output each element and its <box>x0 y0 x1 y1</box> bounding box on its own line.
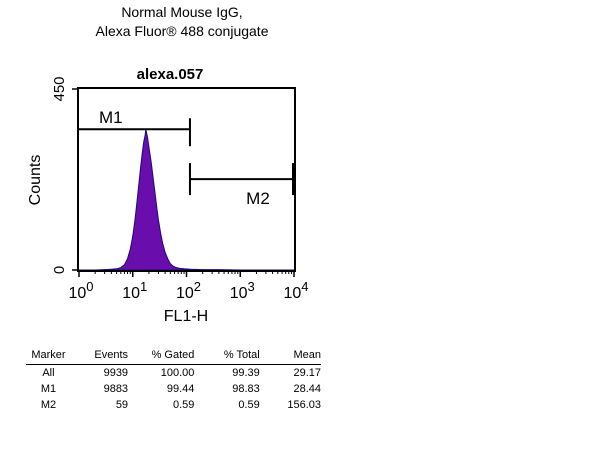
x-tick-label: 100 <box>68 279 93 302</box>
stats-row-m1: M1 9883 99.44 98.83 28.44 <box>26 381 321 397</box>
marker-m1: M1 <box>79 108 191 147</box>
stats-header-pct-gated: % Gated <box>128 349 195 365</box>
stats-cell: 99.39 <box>232 367 260 379</box>
histogram-area-layer <box>79 129 294 271</box>
stats-cell: M1 <box>40 383 57 395</box>
marker-layer: M1 M2 <box>79 108 294 208</box>
y-axis-label: Counts <box>27 155 44 206</box>
figure-title-line-2: Alexa Fluor® 488 conjugate <box>95 23 269 39</box>
histogram-chart: alexa.057 M1 M2 100 101 102 103 104 0 450 FL1-H… <box>27 66 309 325</box>
stats-cell: 98.83 <box>232 383 260 395</box>
x-tick-label: 104 <box>283 279 308 302</box>
stats-cell: 9883 <box>103 383 129 395</box>
x-tick-label: 103 <box>230 279 255 302</box>
marker-statistics-table: Marker Events % Gated % Total Mean All 9… <box>26 349 321 413</box>
stats-cell: All <box>42 367 55 379</box>
stats-cell: 28.44 <box>293 383 321 395</box>
stats-row-m2: M2 59 0.59 0.59 156.03 <box>26 397 321 413</box>
stats-cell: 100.00 <box>160 367 195 379</box>
stats-cell: 9939 <box>103 367 129 379</box>
marker-m2: M2 <box>188 163 294 208</box>
stats-row-all: All 9939 100.00 99.39 29.17 <box>26 365 321 382</box>
stats-header-mean: Mean <box>259 349 321 365</box>
stats-header-events: Events <box>70 349 129 365</box>
x-axis-label: FL1-H <box>164 308 208 325</box>
stats-header-row: Marker Events % Gated % Total Mean <box>26 349 321 365</box>
x-tick-label: 101 <box>122 279 147 302</box>
histogram-series-0 <box>79 129 294 271</box>
stats-cell: 0.59 <box>238 399 260 411</box>
axis-layer: 100 101 102 103 104 0 450 <box>51 76 309 302</box>
stats-cell: 156.03 <box>287 399 321 411</box>
stats-cell: 29.17 <box>293 367 321 379</box>
stats-cell: 0.59 <box>172 399 195 411</box>
stats-cell: 99.44 <box>166 383 195 395</box>
plot-title: alexa.057 <box>137 66 204 83</box>
figure-title-line-1: Normal Mouse IgG, <box>121 4 243 20</box>
stats-header-marker: Marker <box>26 349 71 365</box>
marker-label: M1 <box>99 108 123 127</box>
x-tick-label: 102 <box>176 279 201 302</box>
y-tick-label: 450 <box>51 76 68 101</box>
stats-header-pct-total: % Total <box>194 349 260 365</box>
marker-label: M2 <box>246 189 270 208</box>
y-tick-label: 0 <box>51 266 68 274</box>
stats-cell: 59 <box>115 399 129 411</box>
stats-cell: M2 <box>40 399 57 411</box>
